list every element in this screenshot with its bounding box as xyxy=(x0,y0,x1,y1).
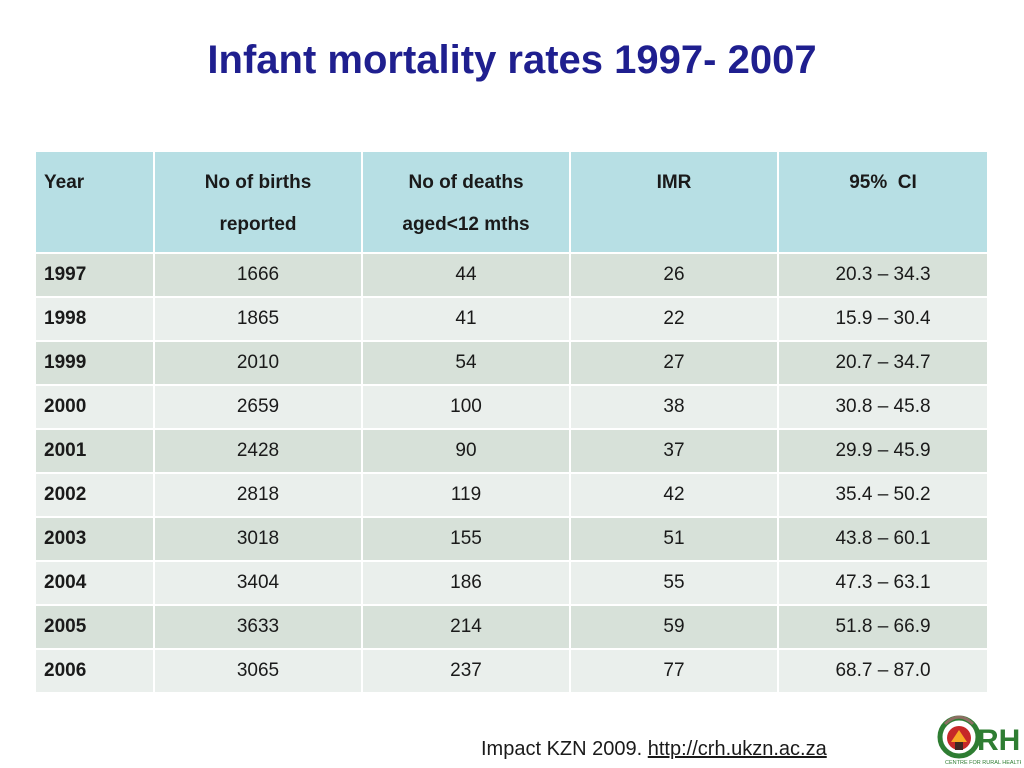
page-title: Infant mortality rates 1997- 2007 xyxy=(207,38,817,82)
births-cell: 2818 xyxy=(153,472,363,518)
logo-text: RH xyxy=(977,724,1020,757)
table-row: 2003 3018 155 51 43.8 – 60.1 xyxy=(34,516,989,562)
table-row: 2004 3404 186 55 47.3 – 63.1 xyxy=(34,560,989,606)
ci-cell: 35.4 – 50.2 xyxy=(777,472,989,518)
ci-cell: 20.3 – 34.3 xyxy=(777,252,989,298)
imr-cell: 55 xyxy=(569,560,779,606)
ci-cell: 68.7 – 87.0 xyxy=(777,648,989,694)
imr-cell: 38 xyxy=(569,384,779,430)
header-deaths-line1: No of deaths xyxy=(408,172,524,193)
table-header-row: Year No of births reported No of deaths … xyxy=(34,150,989,254)
footer-link[interactable]: http://crh.ukzn.ac.za xyxy=(647,738,827,760)
table-row: 2000 2659 100 38 30.8 – 45.8 xyxy=(34,384,989,430)
footer-citation: Impact KZN 2009. http://crh.ukzn.ac.za xyxy=(481,738,827,761)
header-year: Year xyxy=(34,150,155,254)
imr-cell: 26 xyxy=(569,252,779,298)
table-row: 2001 2428 90 37 29.9 – 45.9 xyxy=(34,428,989,474)
imr-cell: 22 xyxy=(569,296,779,342)
ci-cell: 15.9 – 30.4 xyxy=(777,296,989,342)
deaths-cell: 41 xyxy=(361,296,571,342)
table-row: 1998 1865 41 22 15.9 – 30.4 xyxy=(34,296,989,342)
imr-table: Year No of births reported No of deaths … xyxy=(34,150,989,694)
births-cell: 2428 xyxy=(153,428,363,474)
year-cell: 2003 xyxy=(34,516,155,562)
ci-cell: 51.8 – 66.9 xyxy=(777,604,989,650)
births-cell: 2010 xyxy=(153,340,363,386)
deaths-cell: 214 xyxy=(361,604,571,650)
year-cell: 2002 xyxy=(34,472,155,518)
imr-cell: 51 xyxy=(569,516,779,562)
deaths-cell: 186 xyxy=(361,560,571,606)
deaths-cell: 90 xyxy=(361,428,571,474)
ci-cell: 29.9 – 45.9 xyxy=(777,428,989,474)
imr-cell: 77 xyxy=(569,648,779,694)
imr-table-container: Year No of births reported No of deaths … xyxy=(34,150,989,694)
table-row: 1999 2010 54 27 20.7 – 34.7 xyxy=(34,340,989,386)
year-cell: 2001 xyxy=(34,428,155,474)
logo-arc-icon xyxy=(943,715,975,726)
header-births-line2: reported xyxy=(219,214,297,235)
year-cell: 1998 xyxy=(34,296,155,342)
births-cell: 3404 xyxy=(153,560,363,606)
header-ci: 95% CI xyxy=(777,150,989,254)
deaths-cell: 54 xyxy=(361,340,571,386)
births-cell: 1865 xyxy=(153,296,363,342)
logo-door-icon xyxy=(955,742,963,750)
deaths-cell: 119 xyxy=(361,472,571,518)
header-deaths-line2: aged<12 mths xyxy=(402,214,530,235)
births-cell: 3633 xyxy=(153,604,363,650)
year-cell: 1999 xyxy=(34,340,155,386)
births-cell: 3018 xyxy=(153,516,363,562)
imr-cell: 37 xyxy=(569,428,779,474)
table-body: 1997 1666 44 26 20.3 – 34.3 1998 1865 41 22 15.9 … xyxy=(34,252,989,694)
year-cell: 2004 xyxy=(34,560,155,606)
births-cell: 2659 xyxy=(153,384,363,430)
deaths-cell: 155 xyxy=(361,516,571,562)
births-cell: 3065 xyxy=(153,648,363,694)
footer-source: Impact KZN 2009. xyxy=(481,738,643,760)
crh-logo: RH CENTRE FOR RURAL HEALTH xyxy=(937,715,1021,766)
table-row: 2002 2818 119 42 35.4 – 50.2 xyxy=(34,472,989,518)
header-deaths: No of deaths aged<12 mths xyxy=(361,150,571,254)
year-cell: 2000 xyxy=(34,384,155,430)
header-births-line1: No of births xyxy=(204,172,312,193)
imr-cell: 59 xyxy=(569,604,779,650)
births-cell: 1666 xyxy=(153,252,363,298)
ci-cell: 43.8 – 60.1 xyxy=(777,516,989,562)
table-row: 2006 3065 237 77 68.7 – 87.0 xyxy=(34,648,989,694)
imr-cell: 27 xyxy=(569,340,779,386)
ci-cell: 47.3 – 63.1 xyxy=(777,560,989,606)
logo-hut-icon xyxy=(951,730,967,742)
imr-cell: 42 xyxy=(569,472,779,518)
deaths-cell: 100 xyxy=(361,384,571,430)
year-cell: 2006 xyxy=(34,648,155,694)
year-cell: 2005 xyxy=(34,604,155,650)
deaths-cell: 237 xyxy=(361,648,571,694)
table-row: 2005 3633 214 59 51.8 – 66.9 xyxy=(34,604,989,650)
ci-cell: 30.8 – 45.8 xyxy=(777,384,989,430)
deaths-cell: 44 xyxy=(361,252,571,298)
table-row: 1997 1666 44 26 20.3 – 34.3 xyxy=(34,252,989,298)
ci-cell: 20.7 – 34.7 xyxy=(777,340,989,386)
year-cell: 1997 xyxy=(34,252,155,298)
header-imr: IMR xyxy=(569,150,779,254)
logo-subtitle: CENTRE FOR RURAL HEALTH xyxy=(945,760,1021,766)
header-births: No of births reported xyxy=(153,150,363,254)
